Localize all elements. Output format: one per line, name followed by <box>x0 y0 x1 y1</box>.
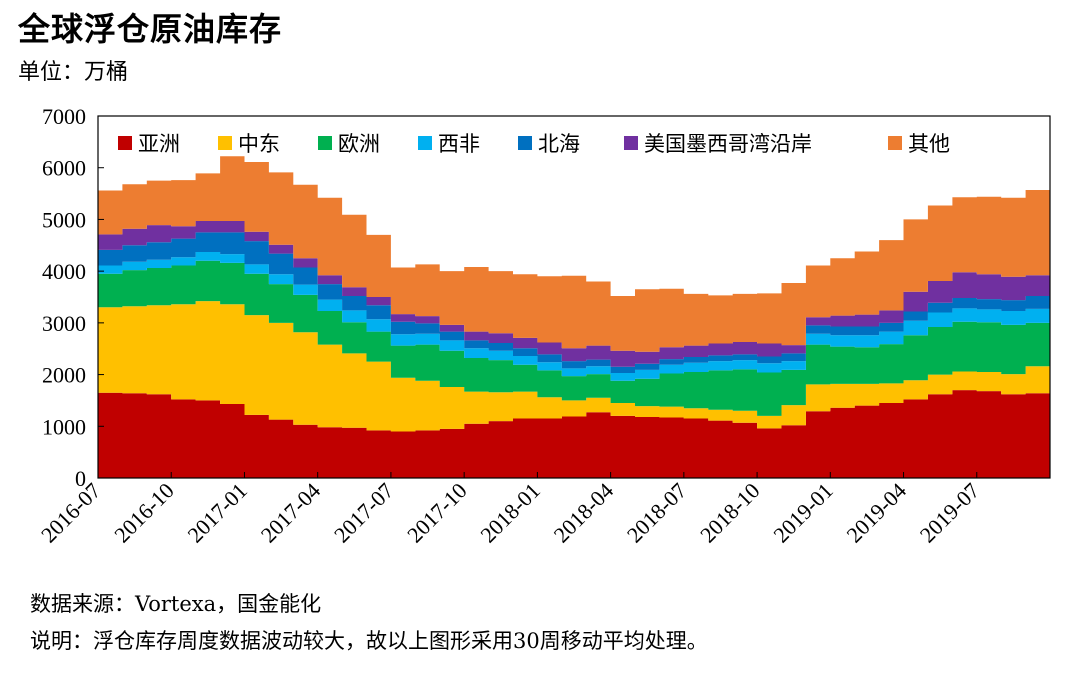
area-series-1 <box>98 301 1050 432</box>
y-tick-label: 5000 <box>42 207 86 232</box>
plot-frame <box>97 115 1051 479</box>
legend-label: 中东 <box>238 132 280 156</box>
y-tick-label: 2000 <box>42 363 86 388</box>
x-tick-label: 2018-01 <box>475 478 545 548</box>
x-tick-label: 2018-10 <box>695 478 765 548</box>
x-tick-label: 2019-01 <box>768 478 838 548</box>
y-tick-label: 4000 <box>42 259 86 284</box>
y-tick-label: 0 <box>75 466 86 491</box>
legend-label: 西非 <box>438 132 480 156</box>
unit-label: 单位：万桶 <box>18 60 129 85</box>
legend-label: 欧洲 <box>338 132 380 156</box>
chart-title: 全球浮仓原油库存 <box>18 10 283 48</box>
area-series-2 <box>98 260 1050 416</box>
x-tick-label: 2017-01 <box>182 478 252 548</box>
y-tick-label: 1000 <box>42 414 86 439</box>
legend-label: 北海 <box>538 132 580 156</box>
series-areas <box>98 156 1050 478</box>
legend: 亚洲 中东 欧洲 西非 北海 美国墨西哥湾沿岸 其他 <box>118 132 950 156</box>
legend-label: 其他 <box>908 132 950 156</box>
y-tick-label: 6000 <box>42 156 86 181</box>
area-series-5 <box>98 221 1050 367</box>
x-tick-label: 2017-07 <box>329 478 399 548</box>
area-series-3 <box>98 252 1050 381</box>
legend-swatch <box>624 136 638 150</box>
legend-swatch <box>318 136 332 150</box>
y-tick-label: 3000 <box>42 311 86 336</box>
x-tick-label: 2018-07 <box>622 478 692 548</box>
legend-label: 美国墨西哥湾沿岸 <box>644 132 812 156</box>
x-tick-label: 2019-07 <box>915 478 985 548</box>
y-tick-label: 7000 <box>42 104 86 129</box>
x-axis: 2016-07 2016-10 2017-01 2017-04 2017-07 2017-… <box>36 472 984 547</box>
legend-label: 亚洲 <box>138 132 180 156</box>
legend-swatch <box>418 136 432 150</box>
explanation-note: 说明：浮仓库存周度数据波动较大，故以上图形采用30周移动平均处理。 <box>30 629 708 653</box>
area-series-0 <box>98 390 1050 478</box>
x-tick-label: 2017-04 <box>256 478 326 548</box>
area-series-6 <box>98 156 1050 352</box>
legend-swatch <box>888 136 902 150</box>
legend-swatch <box>218 136 232 150</box>
x-tick-label: 2016-10 <box>109 478 179 548</box>
legend-swatch <box>118 136 132 150</box>
x-tick-label: 2017-10 <box>402 478 472 548</box>
x-tick-label: 2018-04 <box>549 478 619 548</box>
x-tick-label: 2016-07 <box>36 478 106 548</box>
x-tick-label: 2019-04 <box>842 478 912 548</box>
legend-swatch <box>518 136 532 150</box>
y-axis: 0 1000 2000 3000 4000 5000 6000 7000 <box>42 104 104 491</box>
area-series-4 <box>98 232 1050 373</box>
source-note: 数据来源：Vortexa，国金能化 <box>30 592 322 616</box>
